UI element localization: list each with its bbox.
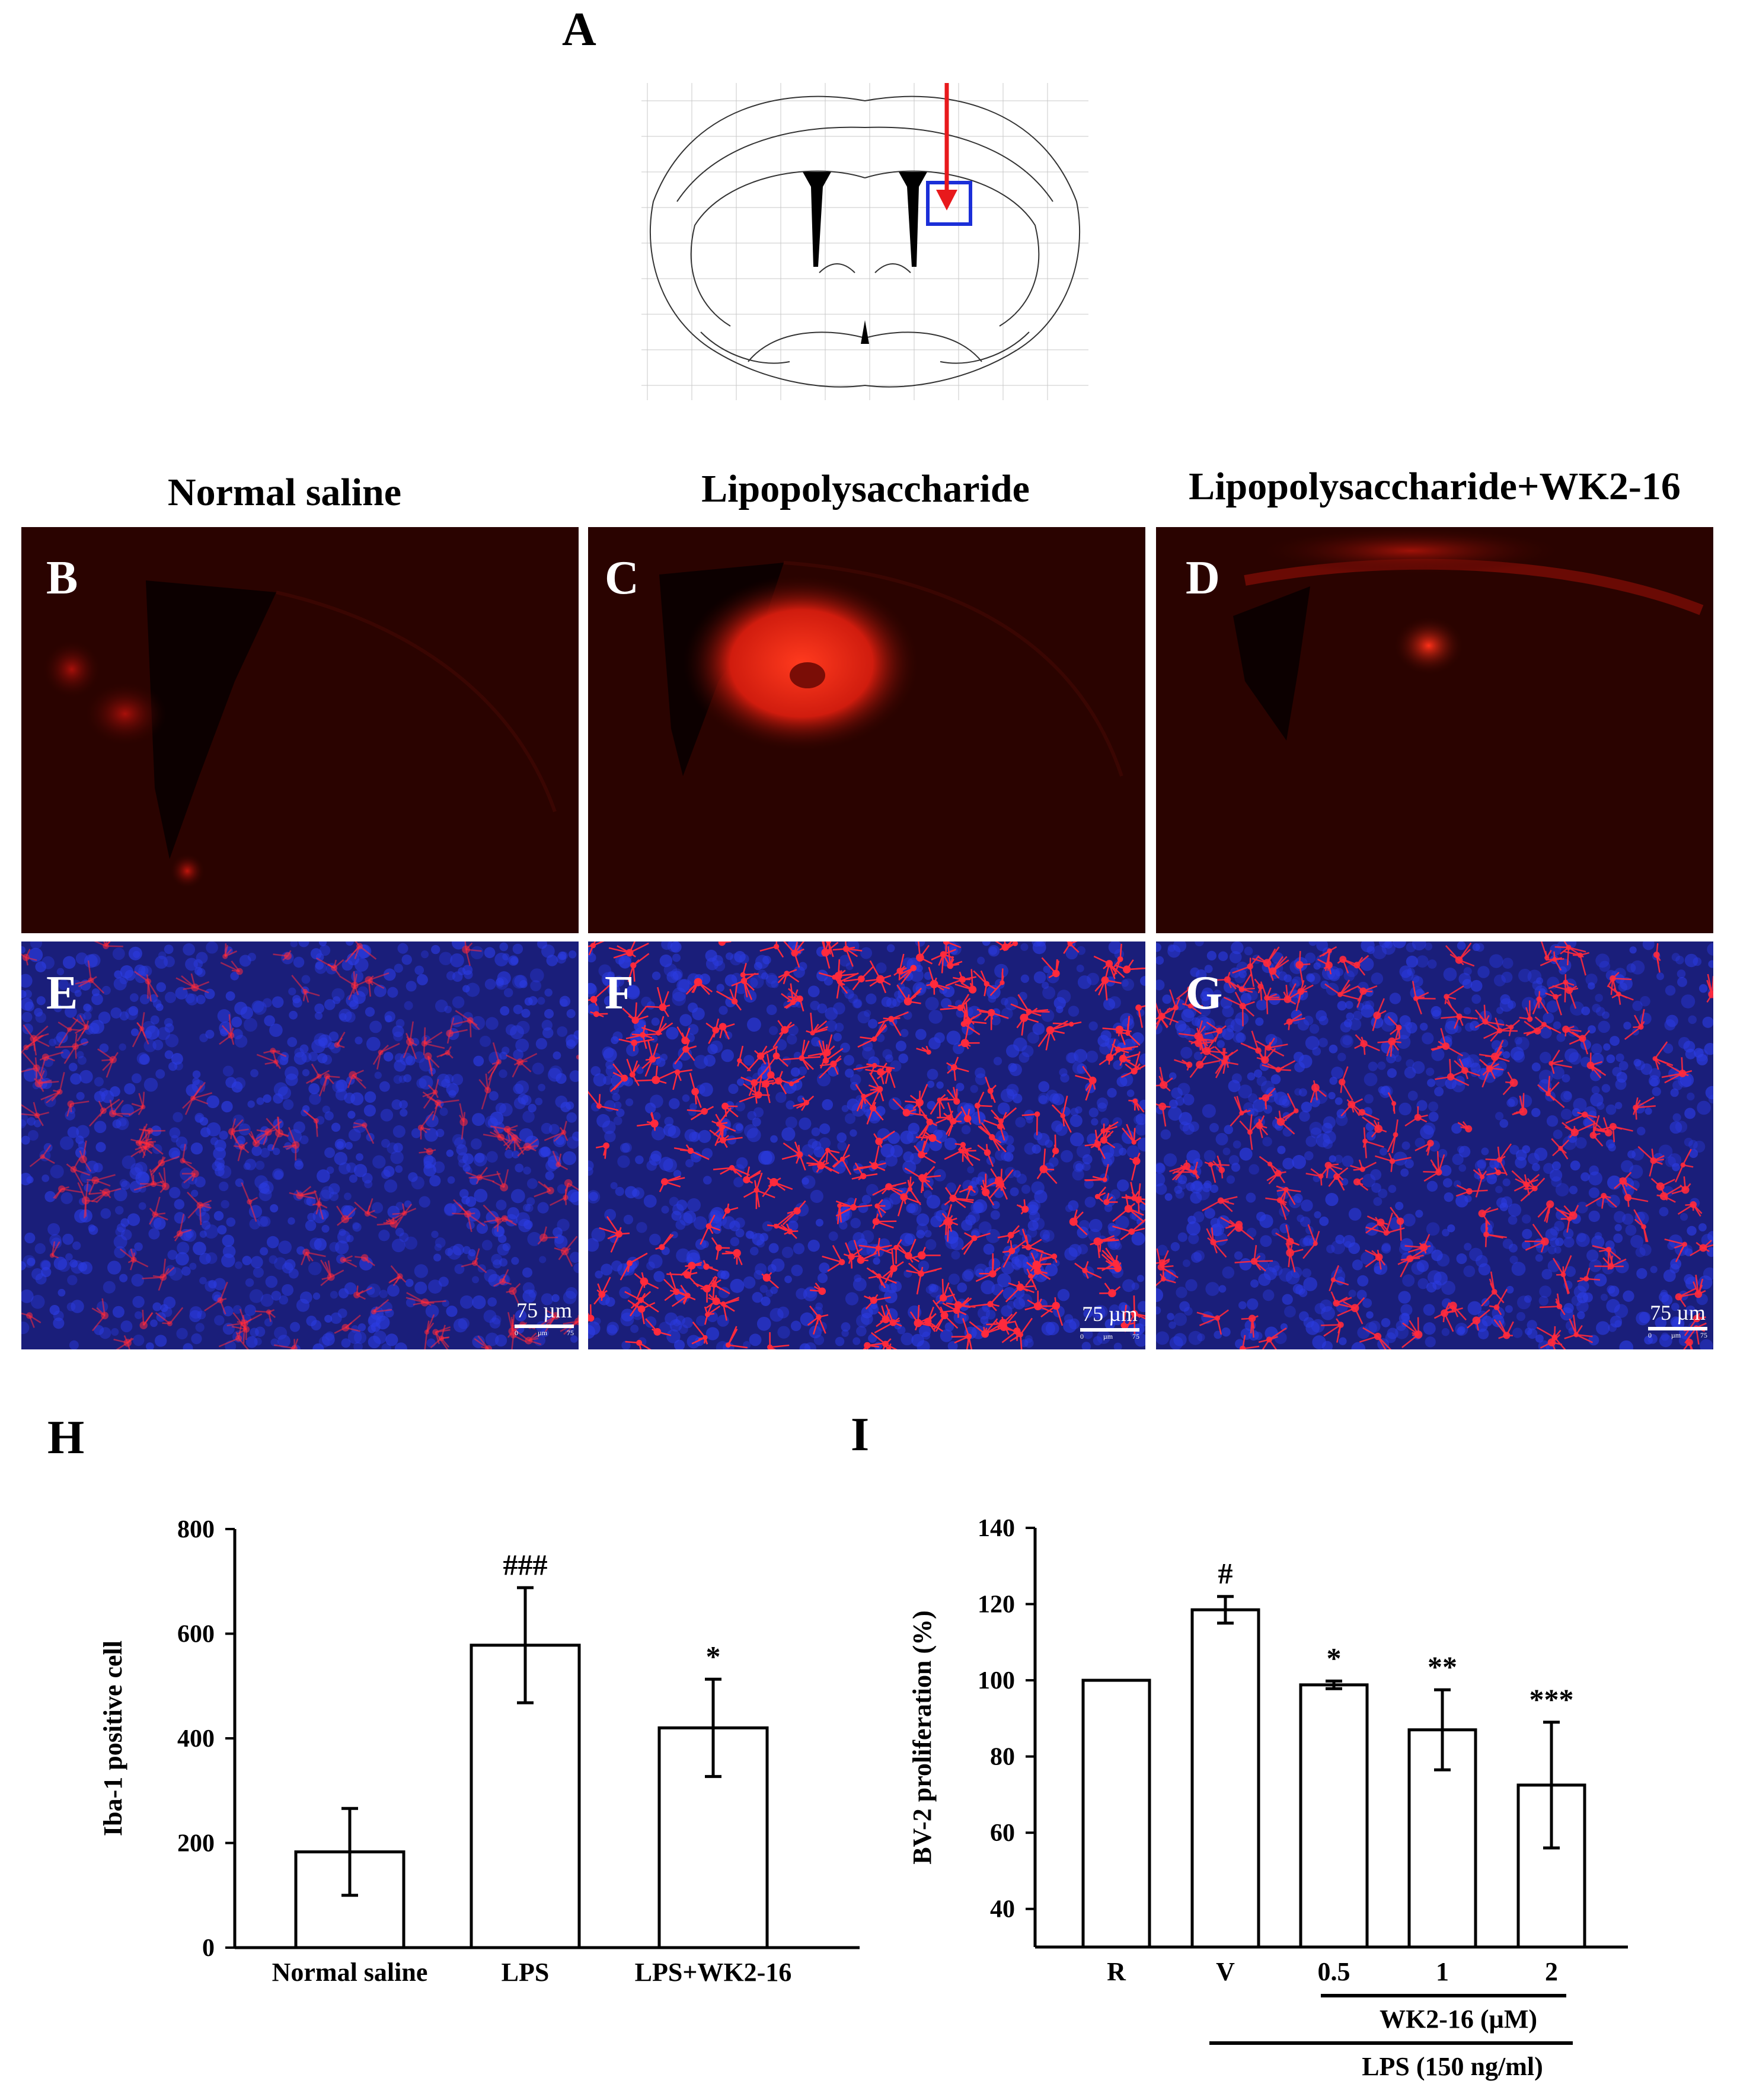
significance-label: ### <box>503 1548 548 1581</box>
fluorescence-image-c <box>588 527 1145 933</box>
scale-bar-tick: 0 <box>515 1329 518 1337</box>
panel-label-g: G <box>1186 967 1223 1019</box>
scale-bar-label: 75 µm <box>516 1298 572 1322</box>
scale-bar-tick: µm <box>1103 1332 1113 1341</box>
panel-label-b: B <box>46 552 78 604</box>
significance-label: # <box>1218 1557 1233 1590</box>
significance-label: *** <box>1530 1683 1574 1716</box>
scale-bar-tick: µm <box>537 1329 548 1337</box>
y-tick-label: 80 <box>990 1744 1015 1771</box>
y-axis-label: Iba-1 positive cell <box>98 1641 127 1836</box>
group-label-wk2-16: WK2-16 (µM) <box>1380 2005 1537 2034</box>
bar <box>1299 1683 1369 1949</box>
chart-h: 0 200 400 600 800 Iba-1 positive cell Normal s… <box>98 1516 860 1987</box>
scale-bar-tick: 75 <box>1700 1331 1707 1339</box>
y-tick-label: 0 <box>202 1935 215 1962</box>
panel-label-f: F <box>605 967 634 1019</box>
x-tick-label: 0.5 <box>1318 1957 1350 1986</box>
x-tick-label: Normal saline <box>272 1958 428 1987</box>
scale-bar-label: 75 µm <box>1082 1302 1138 1326</box>
y-tick-label: 400 <box>177 1725 215 1753</box>
y-tick-label: 200 <box>177 1830 215 1858</box>
column-title-lipopolysaccharide: Lipopolysaccharide <box>701 467 1030 510</box>
x-tick-label: V <box>1216 1957 1235 1986</box>
panel-label-a: A <box>562 4 596 56</box>
y-axis-label: BV-2 proliferation (%) <box>908 1610 937 1865</box>
microglia-image-e <box>21 942 579 1349</box>
y-tick-label: 40 <box>990 1896 1015 1923</box>
scale-bar-g: 75 µm 0 µm 75 <box>1648 1302 1707 1339</box>
cell-texture <box>588 942 1145 1349</box>
x-tick-label: 1 <box>1436 1957 1449 1986</box>
fluorescence-image-d <box>1156 527 1713 933</box>
y-tick-label: 120 <box>978 1591 1015 1619</box>
significance-label: ** <box>1428 1650 1457 1683</box>
chart-i: 40 60 80 100 120 140 BV-2 proliferation (%) R # V… <box>908 1515 1628 2081</box>
y-tick-label: 140 <box>978 1515 1015 1542</box>
y-tick-label: 800 <box>177 1516 215 1543</box>
bar <box>1190 1608 1260 1949</box>
scale-bar-e: 75 µm 0 µm 75 <box>515 1300 574 1336</box>
x-tick-label: 2 <box>1545 1957 1558 1986</box>
column-title-normal-saline: Normal saline <box>167 471 402 514</box>
bar <box>1081 1678 1151 1949</box>
cell-texture <box>1156 942 1713 1349</box>
cell-texture <box>21 942 579 1349</box>
panel-label-h: H <box>47 1412 85 1464</box>
brain-atlas-diagram <box>641 83 1088 400</box>
panel-label-d: D <box>1186 552 1220 604</box>
y-tick-label: 100 <box>978 1667 1015 1694</box>
panel-label-e: E <box>46 967 78 1019</box>
scale-bar-tick: 0 <box>1080 1332 1084 1341</box>
scale-bar-label: 75 µm <box>1650 1301 1706 1325</box>
microglia-image-f <box>588 942 1145 1349</box>
x-tick-label: LPS+WK2-16 <box>635 1958 792 1987</box>
x-tick-label: R <box>1107 1957 1126 1986</box>
scale-bar-tick: µm <box>1671 1331 1681 1339</box>
column-title-lps-wk2-16: Lipopolysaccharide+WK2-16 <box>1189 465 1681 508</box>
x-tick-label: LPS <box>502 1958 550 1987</box>
scale-bar-tick: 75 <box>1132 1332 1139 1341</box>
fluorescence-image-b <box>21 527 579 933</box>
y-tick-label: 60 <box>990 1820 1015 1847</box>
group-label-lps: LPS (150 ng/ml) <box>1362 2052 1543 2081</box>
significance-label: * <box>1327 1641 1342 1674</box>
significance-label: * <box>706 1639 721 1673</box>
scale-bar-tick: 0 <box>1648 1331 1652 1339</box>
panel-label-i: I <box>851 1409 870 1461</box>
y-tick-label: 600 <box>177 1621 215 1648</box>
panel-label-c: C <box>605 552 639 604</box>
scale-bar-tick: 75 <box>567 1329 574 1337</box>
microglia-image-g <box>1156 942 1713 1349</box>
scale-bar-f: 75 µm 0 µm 75 <box>1080 1303 1139 1340</box>
